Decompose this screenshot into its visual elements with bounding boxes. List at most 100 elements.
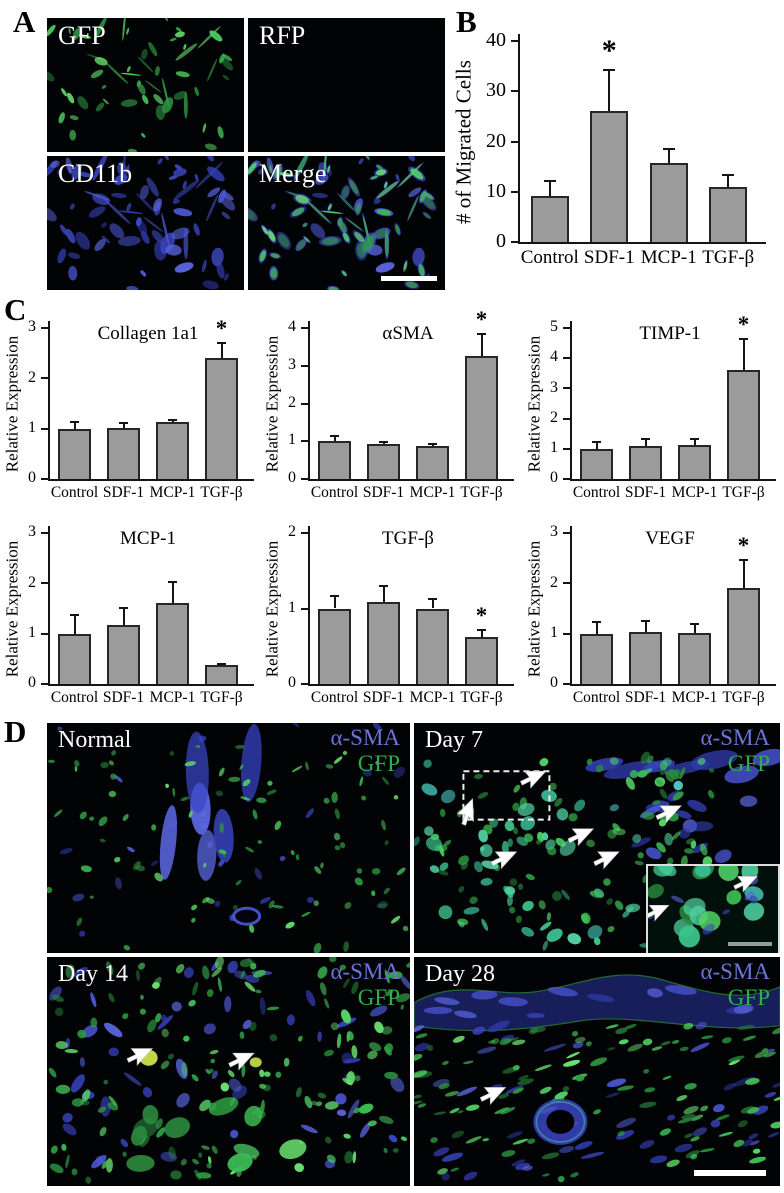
bar-SDF-1: [107, 427, 140, 479]
y-tick: [41, 327, 48, 329]
cell-blob: [303, 236, 310, 243]
cell-blob: [295, 854, 300, 861]
cell-blob: [192, 981, 199, 996]
cell-blob: [502, 1037, 520, 1043]
bar-SDF-1: [629, 445, 662, 479]
cell-blob: [57, 726, 63, 731]
cell-blob: [304, 1095, 313, 1109]
cell-blob: [687, 799, 707, 812]
cell-blob: [433, 1147, 450, 1157]
cell-blob: [384, 1071, 398, 1080]
cell-blob: [208, 1068, 214, 1074]
cell-blob: [541, 832, 549, 841]
x-category-label: TGF-β: [722, 484, 765, 501]
cell-blob: [471, 990, 498, 1000]
cell-blob: [241, 1063, 246, 1078]
cell-blob: [324, 1101, 339, 1110]
cell-blob: [773, 1096, 780, 1101]
cell-blob: [47, 886, 53, 894]
cell-blob: [175, 43, 198, 61]
cell-blob: [80, 865, 92, 873]
cell-blob: [438, 905, 453, 920]
y-tick: [563, 357, 570, 360]
cell-blob: [194, 86, 199, 97]
cell-blob: [157, 158, 163, 165]
cell-blob: [552, 891, 562, 901]
cell-blob: [122, 18, 126, 41]
cell-blob: [745, 1077, 760, 1085]
cell-blob: [374, 1021, 384, 1034]
y-axis-label: Relative Expression: [262, 335, 282, 472]
cell-blob: [412, 247, 425, 267]
cell-blob: [377, 901, 388, 909]
cell-blob: [154, 872, 164, 882]
x-category-label: MCP-1: [409, 689, 456, 706]
scale-bar: [381, 276, 437, 281]
cell-blob: [631, 837, 651, 848]
y-tick: [511, 40, 518, 42]
chart-timp1: Relative Expression 0 1 2 3 4 5 TIMP-1 Control SD…: [522, 302, 780, 508]
cell-blob: [108, 760, 114, 766]
cell-blob: [733, 1004, 754, 1014]
cell-blob: [239, 958, 253, 968]
cell-blob: [707, 790, 715, 799]
cell-blob: [249, 1057, 262, 1068]
cell-blob: [126, 66, 131, 73]
cell-blob: [73, 966, 88, 978]
cell-blob: [474, 773, 483, 780]
cell-blob: [117, 162, 127, 176]
y-tick: [563, 387, 570, 390]
cell-blob: [317, 1092, 327, 1099]
cell-blob: [614, 900, 624, 911]
cell-blob: [271, 904, 284, 909]
cell-blob: [330, 1022, 339, 1031]
cell-blob: [249, 924, 255, 933]
cell-blob: [659, 788, 668, 799]
cell-blob: [684, 1133, 693, 1139]
micrograph-merge-canvas: [248, 156, 445, 290]
cell-blob: [173, 91, 188, 100]
cell-blob: [64, 1049, 79, 1054]
cell-blob: [441, 1172, 450, 1181]
cell-blob: [617, 1130, 625, 1137]
cell-blob: [259, 1083, 266, 1089]
cell-blob: [51, 994, 65, 1003]
cell-blob: [90, 1017, 98, 1028]
y-tick-label: 0: [288, 674, 296, 692]
cell-blob: [151, 824, 157, 831]
y-axis-line: [518, 34, 520, 244]
cell-blob: [279, 172, 292, 177]
cell-blob: [313, 942, 322, 953]
cell-blob: [538, 900, 546, 910]
cell-blob: [607, 926, 615, 933]
y-tick: [563, 683, 570, 685]
cell-blob: [323, 156, 327, 179]
error-bar: [742, 559, 745, 589]
cell-blob: [269, 165, 272, 173]
cell-blob: [382, 776, 390, 785]
cell-blob: [679, 767, 686, 780]
cell-blob: [534, 1064, 552, 1071]
cell-blob: [244, 981, 256, 992]
cell-blob: [85, 1176, 92, 1184]
y-tick: [301, 683, 308, 685]
cell-blob: [395, 224, 400, 235]
cell-blob: [266, 1006, 280, 1011]
cell-blob: [388, 971, 403, 980]
cell-blob: [338, 194, 355, 211]
cell-blob: [60, 224, 69, 236]
cell-blob: [695, 1021, 708, 1030]
cell-blob: [384, 181, 388, 188]
cell-blob: [183, 1035, 190, 1042]
cell-blob: [94, 56, 108, 66]
cell-blob: [333, 756, 343, 764]
cell-blob: [587, 925, 603, 939]
cell-blob: [274, 820, 282, 831]
error-bar-cap: [543, 179, 556, 182]
y-tick-label: 0: [550, 674, 558, 692]
micrograph-gfp: GFP: [47, 18, 244, 152]
cell-blob: [325, 764, 334, 769]
cell-blob: [202, 965, 210, 980]
cell-blob: [515, 915, 523, 924]
y-tick-label: 1: [550, 439, 558, 456]
